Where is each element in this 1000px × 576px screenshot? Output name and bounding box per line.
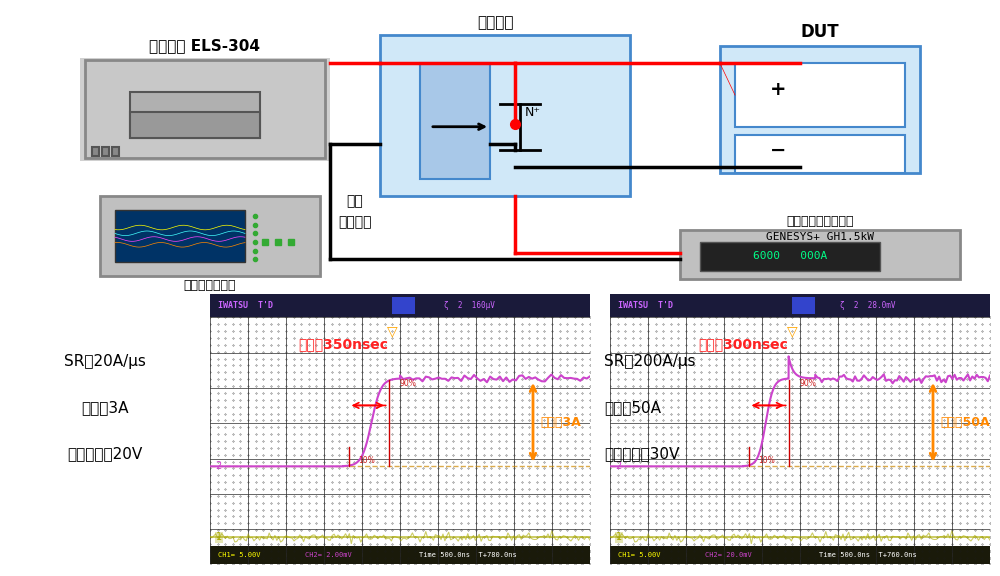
Text: バイアス：20V: バイアス：20V xyxy=(67,446,143,461)
Text: 電流：3A: 電流：3A xyxy=(81,400,129,415)
Text: ▽: ▽ xyxy=(387,324,398,338)
Text: SR：200A/μs: SR：200A/μs xyxy=(604,354,695,369)
Text: 10%: 10% xyxy=(358,456,375,465)
Text: CH1= 5.00V: CH1= 5.00V xyxy=(618,552,660,558)
Text: 電流：50A: 電流：50A xyxy=(604,400,661,415)
Text: ▽: ▽ xyxy=(787,324,798,338)
Text: 2: 2 xyxy=(216,461,222,471)
Bar xyxy=(210,546,590,564)
Text: バイアス：30V: バイアス：30V xyxy=(604,446,679,461)
Text: 90%: 90% xyxy=(400,379,417,388)
Bar xyxy=(380,35,630,196)
Bar xyxy=(100,196,320,276)
Text: CH1= 5.00V: CH1= 5.00V xyxy=(218,552,260,558)
Text: CH2= 20.0mV: CH2= 20.0mV xyxy=(705,552,752,558)
Bar xyxy=(610,294,990,317)
Bar xyxy=(735,135,905,173)
Bar xyxy=(102,147,109,156)
Text: −: − xyxy=(770,141,786,160)
Text: +: + xyxy=(770,80,786,99)
Bar xyxy=(420,63,490,179)
Text: Time 500.0ns  T+760.0ns: Time 500.0ns T+760.0ns xyxy=(819,552,917,558)
Text: 6000   000A: 6000 000A xyxy=(753,251,827,262)
Text: 90%: 90% xyxy=(800,379,817,388)
Bar xyxy=(610,546,990,564)
Text: 2: 2 xyxy=(616,461,622,471)
Text: 電流: 電流 xyxy=(347,195,363,209)
Text: N⁺: N⁺ xyxy=(525,106,541,119)
Text: IWATSU  T'D: IWATSU T'D xyxy=(618,301,673,310)
Text: 電流：3A: 電流：3A xyxy=(541,416,581,429)
Text: プローブ: プローブ xyxy=(338,215,372,229)
Text: 1: 1 xyxy=(616,532,622,543)
Bar xyxy=(80,58,330,161)
Text: バイアス用直流電源: バイアス用直流電源 xyxy=(786,215,854,228)
Bar xyxy=(700,242,880,271)
Bar xyxy=(720,46,920,173)
Text: 立上り350nsec: 立上り350nsec xyxy=(298,337,388,351)
Text: 1: 1 xyxy=(216,532,222,543)
Bar xyxy=(735,63,905,127)
Text: IWATSU  T'D: IWATSU T'D xyxy=(218,301,273,310)
Bar xyxy=(392,297,415,314)
Bar xyxy=(792,297,815,314)
Bar xyxy=(680,230,960,279)
Text: ζ  2  28.0mV: ζ 2 28.0mV xyxy=(840,301,895,310)
Text: DUT: DUT xyxy=(801,22,839,41)
Text: CH2= 2.00mV: CH2= 2.00mV xyxy=(305,552,352,558)
Text: Time 500.0ns  T+780.0ns: Time 500.0ns T+780.0ns xyxy=(419,552,517,558)
Bar xyxy=(130,112,260,138)
Bar xyxy=(130,92,260,138)
Text: オシロスコープ: オシロスコープ xyxy=(184,279,236,291)
Text: 10%: 10% xyxy=(758,456,775,465)
Text: 立上り300nsec: 立上り300nsec xyxy=(698,337,788,351)
Text: 電流：50A: 電流：50A xyxy=(941,416,990,429)
Text: ζ  2  160μV: ζ 2 160μV xyxy=(444,301,495,310)
Text: GENESYS+ GH1.5kW: GENESYS+ GH1.5kW xyxy=(766,232,874,242)
Bar xyxy=(210,294,590,317)
Bar xyxy=(115,210,245,262)
Text: SR：20A/μs: SR：20A/μs xyxy=(64,354,146,369)
Bar xyxy=(92,147,99,156)
Text: 電子負荷 ELS-304: 電子負荷 ELS-304 xyxy=(149,39,260,54)
Text: 治具基板: 治具基板 xyxy=(477,16,513,31)
Bar xyxy=(112,147,119,156)
Bar xyxy=(85,60,325,158)
